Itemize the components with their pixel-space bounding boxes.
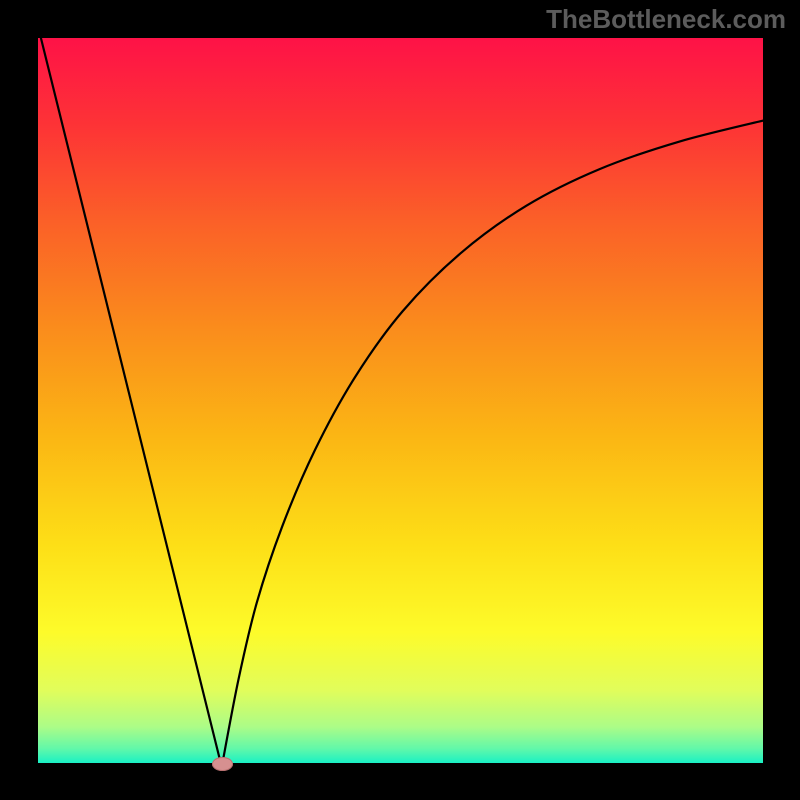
chart-wrapper: TheBottleneck.com bbox=[0, 0, 800, 800]
plot-area bbox=[36, 36, 765, 765]
bottleneck-curve bbox=[41, 38, 767, 767]
watermark-text: TheBottleneck.com bbox=[546, 4, 786, 35]
minimum-marker bbox=[212, 757, 233, 771]
curve-svg bbox=[38, 38, 767, 767]
